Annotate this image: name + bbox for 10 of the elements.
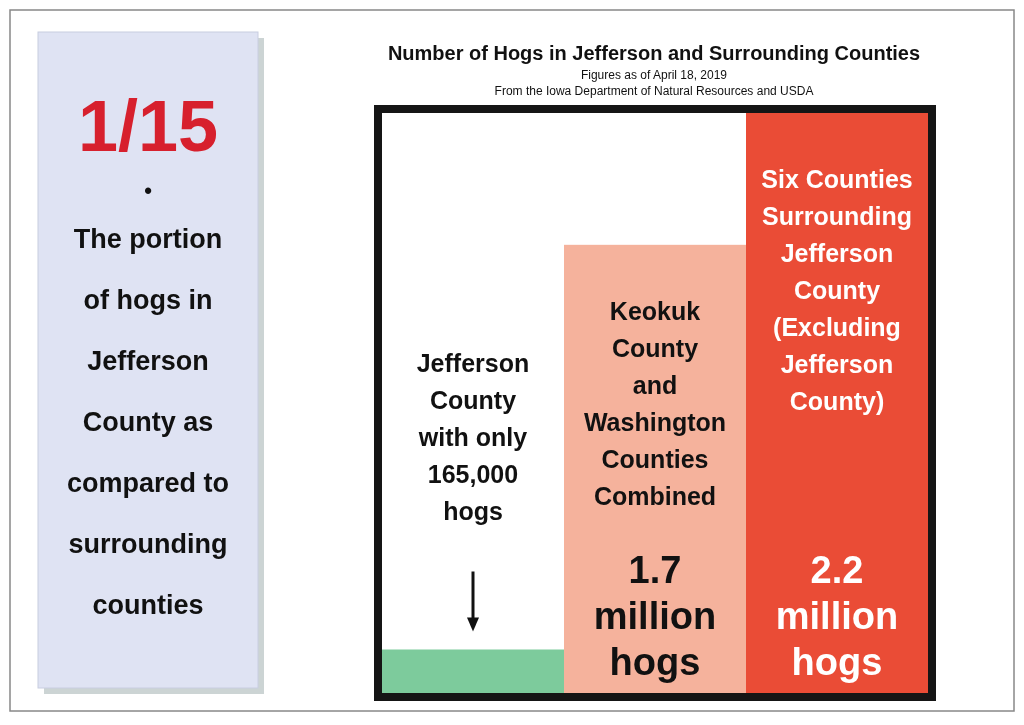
x-tick-label: Keokuk County and Washington Counties Combined [583,296,727,510]
data-label: 2.2 million hogs [775,549,899,683]
x-tick-label: Jefferson County with only 165,000 hogs [416,348,530,525]
x-tick-label: Six Counties Surrounding Jefferson County (Excluding Jefferson County) [761,165,913,415]
chart-subtitle: Figures as of April 18, 2019 From the Iowa Department of Natural Resources and USDA [494,68,814,98]
text: • [144,178,152,203]
text: The portion of hogs in Jefferson County as compared to surrounding counties [66,224,230,620]
data-label: 1.7 million hogs [593,549,717,683]
text: 1/15 [77,86,219,166]
chart-title: Number of Hogs in Jefferson and Surrounding Counties [387,42,921,64]
